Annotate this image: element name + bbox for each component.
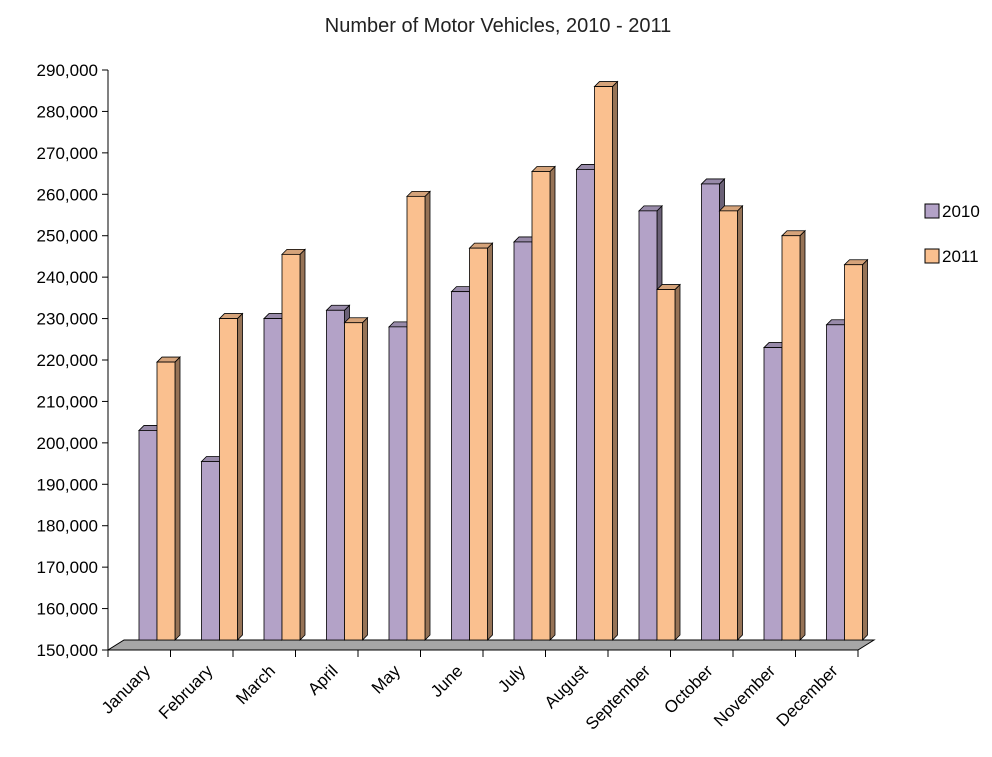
bar-front xyxy=(701,183,720,641)
bar-side xyxy=(549,165,556,641)
bar-front xyxy=(719,210,738,641)
bar-2011-november xyxy=(781,229,806,641)
y-tick-label: 190,000 xyxy=(37,475,98,494)
bar-side xyxy=(237,312,243,641)
x-label-may: May xyxy=(368,661,404,697)
bar-front xyxy=(326,309,345,641)
bar-2011-july xyxy=(531,165,556,641)
bars xyxy=(138,80,869,641)
bar-2011-september xyxy=(656,283,681,641)
axes: 150,000 160,000 170,000 180,000 190,000 200,0… xyxy=(37,61,876,660)
bar-front xyxy=(219,318,238,641)
y-tick-label: 150,000 xyxy=(37,641,98,660)
bar-front xyxy=(451,291,470,641)
bar-front xyxy=(469,247,488,641)
bar-side xyxy=(174,356,181,641)
bar-front xyxy=(656,289,676,641)
bar-front xyxy=(531,171,551,641)
legend-swatch xyxy=(924,248,940,264)
bar-side xyxy=(424,190,431,641)
y-tick-label: 280,000 xyxy=(37,102,98,121)
legend-item-2010: 2010 xyxy=(924,202,980,221)
legend-item-2011: 2011 xyxy=(924,247,979,266)
legend-swatch xyxy=(924,203,940,219)
bar-2011-august xyxy=(593,80,619,641)
bar-side xyxy=(737,204,743,641)
bar-front xyxy=(344,322,363,641)
legend-label: 2010 xyxy=(942,202,980,221)
bar-2011-march xyxy=(281,248,306,641)
bar-side xyxy=(487,242,493,641)
y-tick-label: 230,000 xyxy=(37,310,98,329)
x-label-june: June xyxy=(427,661,467,701)
y-tick-label: 200,000 xyxy=(37,434,98,453)
bar-front xyxy=(513,241,533,641)
y-tick-label: 240,000 xyxy=(37,268,98,287)
y-tick-label: 160,000 xyxy=(37,600,98,619)
y-tick-label: 270,000 xyxy=(37,144,98,163)
bar-front xyxy=(844,264,863,641)
y-tick-label: 290,000 xyxy=(37,61,98,80)
bar-front xyxy=(763,347,783,641)
bar-side xyxy=(299,248,306,641)
bar-front xyxy=(388,326,408,641)
x-label-september: September xyxy=(582,661,654,733)
bar-front xyxy=(594,86,613,641)
bar-side xyxy=(674,283,681,641)
bar-front xyxy=(201,461,220,641)
x-label-august: August xyxy=(541,661,592,712)
y-tick-label: 210,000 xyxy=(37,392,98,411)
x-label-march: March xyxy=(232,661,279,708)
bar-front xyxy=(638,210,658,641)
bar-front xyxy=(281,253,301,641)
bar-2011-january xyxy=(156,356,181,641)
y-tick-label: 220,000 xyxy=(37,351,98,370)
chart-floor xyxy=(106,639,876,651)
x-label-october: October xyxy=(660,661,716,717)
x-label-february: February xyxy=(155,661,217,723)
bar-front xyxy=(263,318,283,641)
bar-front xyxy=(781,235,801,641)
y-tick-label: 260,000 xyxy=(37,185,98,204)
bar-2011-october xyxy=(718,204,744,641)
chart-title: Number of Motor Vehicles, 2010 - 2011 xyxy=(325,15,671,37)
bar-front xyxy=(138,430,158,641)
bar-front xyxy=(406,195,426,641)
y-tick-label: 170,000 xyxy=(37,558,98,577)
x-label-january: January xyxy=(98,661,155,718)
bar-side xyxy=(362,316,368,641)
bar-2011-april xyxy=(343,316,369,641)
x-label-december: December xyxy=(773,661,842,730)
bar-side xyxy=(612,80,618,641)
legend: 2010 2011 xyxy=(924,202,980,266)
bar-2011-june xyxy=(468,242,494,641)
legend-label: 2011 xyxy=(942,247,979,266)
bar-front xyxy=(156,361,176,641)
x-label-april: April xyxy=(304,661,341,698)
bar-2011-december xyxy=(843,258,869,641)
bar-front xyxy=(576,169,595,641)
bar-2011-may xyxy=(406,190,431,641)
x-label-july: July xyxy=(494,661,529,696)
y-tick-label: 180,000 xyxy=(37,517,98,536)
bar-front xyxy=(826,324,845,641)
bar-2011-february xyxy=(218,312,244,641)
y-tick-label: 250,000 xyxy=(37,227,98,246)
bar-side xyxy=(799,229,806,641)
category-labels: January February March April May June July Augu… xyxy=(98,661,842,734)
x-label-november: November xyxy=(710,661,779,730)
bar-side xyxy=(862,258,868,641)
